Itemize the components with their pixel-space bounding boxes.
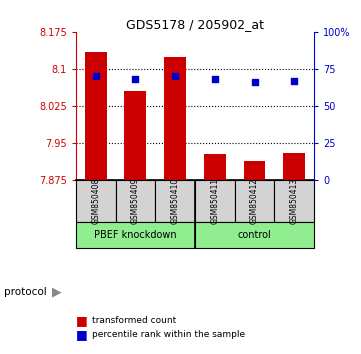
Text: GSM850412: GSM850412 (250, 178, 259, 224)
Bar (116, 180, 155, 222)
Point (172, 74, 178, 79)
Point (93, 74, 99, 79)
Text: GSM850413: GSM850413 (290, 178, 299, 224)
Bar (195, 180, 235, 222)
Bar (164, 57, 186, 180)
Bar (85, 52, 106, 180)
Bar (283, 153, 305, 180)
Point (291, 78, 297, 84)
Text: ■: ■ (76, 314, 88, 327)
Text: GSM850411: GSM850411 (210, 178, 219, 224)
Bar (155, 180, 195, 222)
Text: protocol: protocol (4, 287, 46, 297)
Point (212, 76, 218, 82)
Point (252, 80, 257, 85)
Title: GDS5178 / 205902_at: GDS5178 / 205902_at (126, 18, 264, 31)
Bar (235, 180, 274, 222)
Bar (76, 222, 195, 248)
Bar (204, 154, 226, 180)
Text: GSM850408: GSM850408 (91, 178, 100, 224)
Text: control: control (238, 230, 271, 240)
Bar (76, 180, 116, 222)
Bar (274, 180, 314, 222)
Text: ▶: ▶ (52, 286, 62, 298)
Bar (195, 222, 314, 248)
Text: ■: ■ (76, 328, 88, 341)
Text: percentile rank within the sample: percentile rank within the sample (92, 330, 245, 339)
Bar (125, 91, 146, 180)
Text: PBEF knockdown: PBEF knockdown (94, 230, 177, 240)
Text: GSM850410: GSM850410 (171, 178, 179, 224)
Point (132, 76, 138, 82)
Bar (244, 160, 265, 180)
Text: GSM850409: GSM850409 (131, 178, 140, 224)
Text: transformed count: transformed count (92, 316, 176, 325)
